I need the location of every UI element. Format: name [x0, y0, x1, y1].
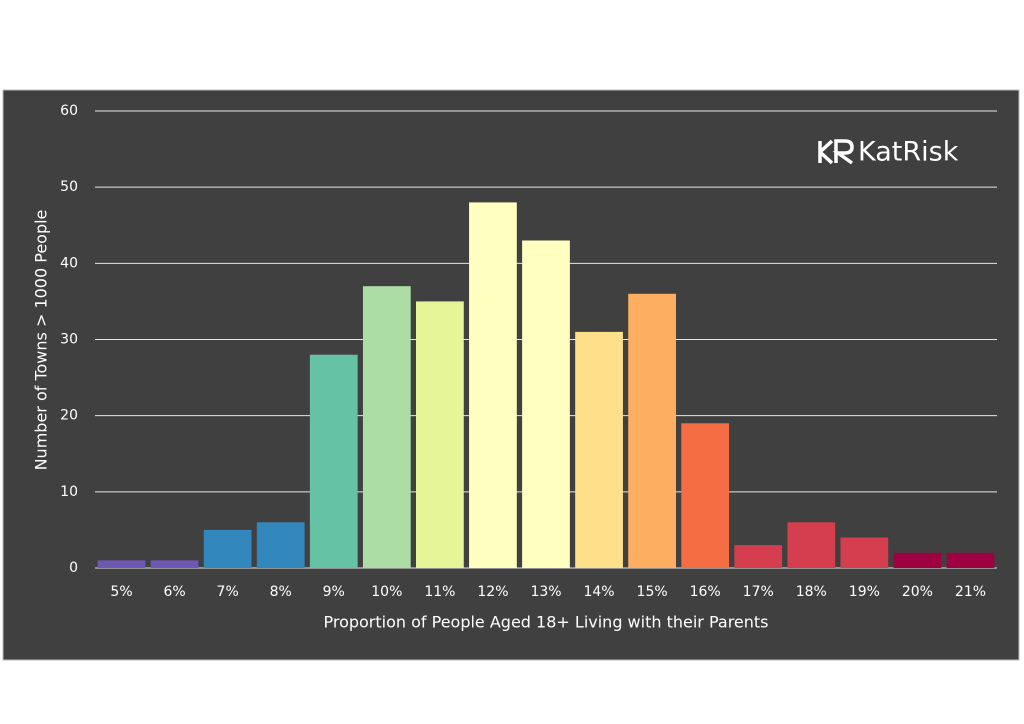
logo-text: KatRisk [858, 137, 959, 168]
y-tick-label: 40 [60, 255, 78, 271]
x-tick-label: 16% [690, 584, 721, 600]
x-tick-label: 10% [371, 584, 402, 600]
x-tick-label: 7% [217, 584, 239, 600]
x-tick-label: 14% [583, 584, 614, 600]
y-tick-label: 50 [60, 179, 78, 195]
bar [787, 522, 836, 568]
bar [840, 537, 889, 568]
x-tick-label: 19% [849, 584, 880, 600]
y-tick-label: 20 [60, 408, 78, 424]
bar [522, 240, 570, 568]
y-tick-label: 60 [60, 103, 78, 119]
x-tick-label: 21% [955, 584, 986, 600]
bar [946, 552, 995, 568]
x-tick-label: 20% [902, 584, 933, 600]
y-tick-label: 30 [60, 332, 78, 348]
logo-icon [818, 139, 854, 165]
bar [893, 552, 942, 568]
bar [203, 529, 252, 568]
bar [97, 560, 146, 568]
bar [362, 286, 411, 568]
x-tick-label: 18% [796, 584, 827, 600]
x-tick-label: 9% [323, 584, 345, 600]
y-tick-label: 0 [69, 560, 78, 576]
bar [628, 293, 676, 568]
x-tick-label: 6% [163, 584, 185, 600]
bar [309, 354, 358, 568]
bar [150, 560, 199, 568]
x-tick-label: 17% [743, 584, 774, 600]
y-tick-label: 10 [60, 484, 78, 500]
x-tick-label: 15% [637, 584, 668, 600]
bar [469, 202, 517, 568]
bar [575, 331, 623, 568]
x-tick-label: 13% [530, 584, 561, 600]
x-axis-label: Proportion of People Aged 18+ Living wit… [323, 613, 768, 632]
bar [681, 423, 730, 568]
x-tick-label: 11% [424, 584, 455, 600]
x-tick-label: 5% [110, 584, 132, 600]
x-tick-label: 12% [477, 584, 508, 600]
bar [416, 301, 464, 568]
y-axis-label: Number of Towns > 1000 People [32, 210, 51, 471]
x-tick-label: 8% [270, 584, 292, 600]
bar [734, 545, 783, 568]
bar [256, 522, 305, 568]
